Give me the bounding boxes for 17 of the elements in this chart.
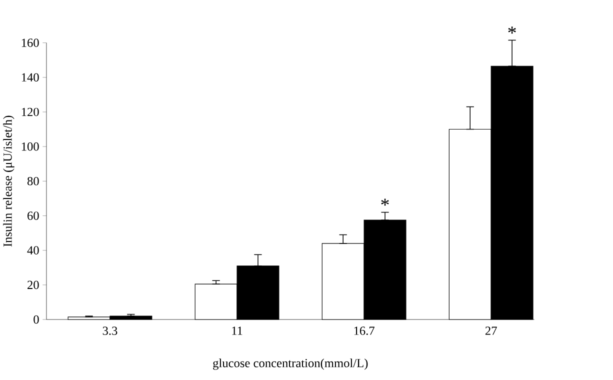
y-tick-label: 80 (27, 176, 39, 186)
y-tick-label: 60 (28, 211, 39, 220)
y-tick-label: 160 (22, 38, 39, 47)
y-axis-title: Insulin release (μU/islet/h) (3, 116, 14, 246)
y-tick-label: 100 (22, 142, 39, 151)
y-tick-label: 40 (27, 246, 39, 254)
y-tick-label: 20 (28, 280, 39, 289)
x-tick-label: 16.7 (354, 326, 374, 335)
y-tick-label: 0 (34, 315, 39, 324)
y-tick-label: 140 (22, 73, 39, 82)
x-tick-label: 3.3 (102, 326, 118, 335)
x-tick-label: 11 (232, 326, 242, 335)
x-axis-title: glucose concentration(mmol/L) (213, 358, 368, 370)
y-tick-label: 120 (22, 108, 39, 116)
annotation: * (381, 198, 389, 206)
text: * (508, 26, 516, 34)
x-tick-label: 27 (485, 326, 497, 335)
